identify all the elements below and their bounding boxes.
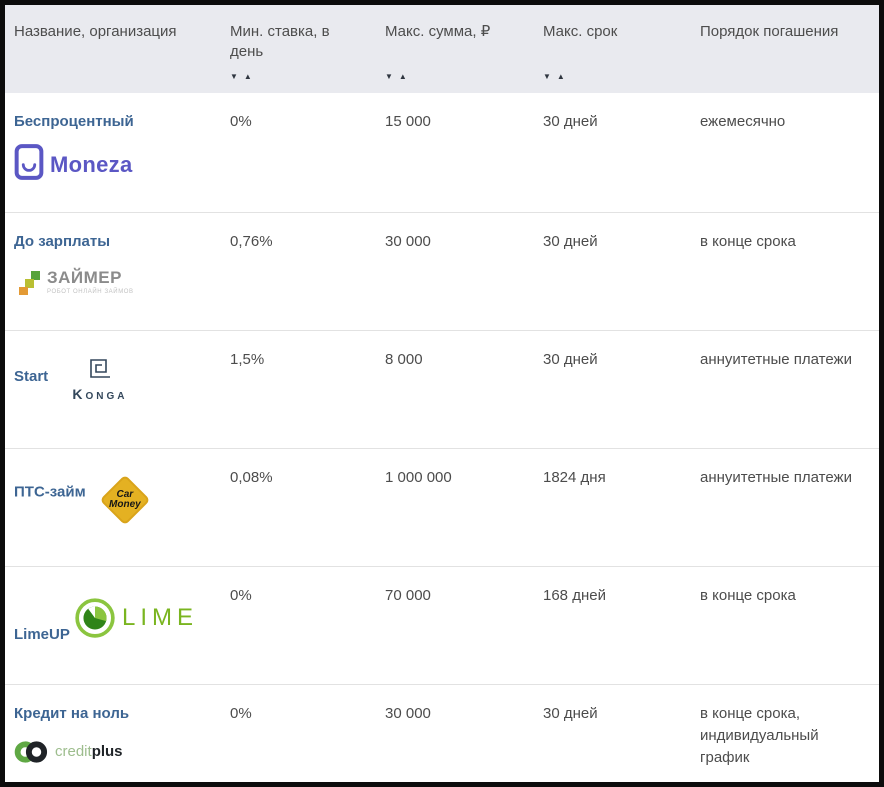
konga-logo-text: Konga xyxy=(72,386,128,402)
table-row: До зарплаты ЗАЙМЕР РОБОТ ОНЛАЙН ЗАЙМОВ 0… xyxy=(5,212,879,330)
table-row: LimeUP LIME 0% 70 000 168 дней в конце с… xyxy=(5,566,879,684)
min-rate-value: 0% xyxy=(230,113,252,130)
offer-link[interactable]: До зарплаты xyxy=(14,233,111,250)
carmoney-line2: Money xyxy=(109,499,141,510)
offer-name-cell: Кредит на ноль creditplus xyxy=(14,685,230,782)
table-row: Start Konga 1,5% 8 000 30 дней аннуитетн… xyxy=(5,330,879,448)
col-header-max-term-label: Макс. срок xyxy=(543,23,618,40)
table-row: ПТС-займ Car Money 0,08% 1 000 000 1824 … xyxy=(5,448,879,566)
max-sum-value: 30 000 xyxy=(385,705,431,722)
creditplus-logo-text: creditplus xyxy=(55,741,123,763)
sort-control-max-sum[interactable]: ▼ ▲ xyxy=(385,73,533,81)
col-header-max-sum-label: Макс. сумма, ₽ xyxy=(385,23,491,40)
col-header-max-sum: Макс. сумма, ₽ ▼ ▲ xyxy=(385,5,543,93)
sort-asc-icon[interactable]: ▲ xyxy=(243,72,252,81)
sort-desc-icon[interactable]: ▼ xyxy=(543,72,551,81)
col-header-name: Название, организация xyxy=(14,5,230,93)
zaymer-blocks-icon xyxy=(19,270,40,295)
min-rate-value: 0% xyxy=(230,705,252,722)
carmoney-logo-text: Car Money xyxy=(109,488,141,511)
table-row: Кредит на ноль creditplus 0% 30 000 30 д… xyxy=(5,684,879,782)
max-term-value: 1824 дня xyxy=(543,469,606,486)
repayment-value: в конце срока xyxy=(700,587,796,604)
konga-spiral-icon xyxy=(90,359,110,378)
lime-circle-icon xyxy=(75,598,115,638)
moneza-logo[interactable]: Moneza xyxy=(14,143,132,181)
max-term-value: 30 дней xyxy=(543,113,598,130)
offer-link[interactable]: Беспроцентный xyxy=(14,113,134,130)
offer-link[interactable]: Кредит на ноль xyxy=(14,705,130,722)
zaymer-logo[interactable]: ЗАЙМЕР РОБОТ ОНЛАЙН ЗАЙМОВ xyxy=(18,269,134,297)
creditplus-plus: plus xyxy=(91,742,123,760)
carmoney-logo[interactable]: Car Money xyxy=(96,471,154,529)
repayment-value: аннуитетные платежи xyxy=(700,351,852,368)
creditplus-credit: credit xyxy=(55,742,92,760)
min-rate-value: 0,08% xyxy=(230,469,273,486)
max-sum-value: 15 000 xyxy=(385,113,431,130)
max-sum-value: 70 000 xyxy=(385,587,431,604)
table-row: Беспроцентный Moneza 0% 15 000 30 дней е… xyxy=(5,93,879,212)
max-term-value: 30 дней xyxy=(543,351,598,368)
offer-link[interactable]: ПТС-займ xyxy=(14,483,86,501)
repayment-value: в конце срока xyxy=(700,233,796,250)
min-rate-value: 0,76% xyxy=(230,233,273,250)
sort-desc-icon[interactable]: ▼ xyxy=(385,72,393,81)
zaymer-logo-text: ЗАЙМЕР РОБОТ ОНЛАЙН ЗАЙМОВ xyxy=(47,269,134,297)
offer-link[interactable]: Start xyxy=(14,368,49,385)
min-rate-value: 0% xyxy=(230,587,252,604)
offer-name-cell: Беспроцентный Moneza xyxy=(14,93,230,212)
lime-logo[interactable]: LIME xyxy=(74,597,198,639)
zaymer-subtitle: РОБОТ ОНЛАЙН ЗАЙМОВ xyxy=(47,288,134,295)
konga-logo[interactable]: Konga xyxy=(72,357,127,404)
repayment-value: ежемесячно xyxy=(700,113,786,130)
offer-name-cell: LimeUP LIME xyxy=(14,567,230,684)
repayment-value: аннуитетные платежи xyxy=(700,469,852,486)
col-header-repayment: Порядок погашения xyxy=(700,5,879,93)
col-header-min-rate-label: Мин. ставка, в день xyxy=(230,23,330,61)
col-header-min-rate: Мин. ставка, в день ▼ ▲ xyxy=(230,5,385,93)
creditplus-logo[interactable]: creditplus xyxy=(14,739,123,765)
table-header: Название, организация Мин. ставка, в ден… xyxy=(5,5,879,93)
offer-name-cell: Start Konga xyxy=(14,331,230,448)
offer-name-cell: ПТС-займ Car Money xyxy=(14,449,230,566)
sort-desc-icon[interactable]: ▼ xyxy=(230,72,238,81)
max-sum-value: 1 000 000 xyxy=(385,469,452,486)
moneza-logo-text: Moneza xyxy=(50,151,133,177)
max-sum-value: 30 000 xyxy=(385,233,431,250)
creditplus-rings-icon xyxy=(14,741,48,763)
col-header-name-label: Название, организация xyxy=(14,23,177,40)
offer-name-cell: До зарплаты ЗАЙМЕР РОБОТ ОНЛАЙН ЗАЙМОВ xyxy=(14,213,230,330)
col-header-max-term: Макс. срок ▼ ▲ xyxy=(543,5,700,93)
sort-control-min-rate[interactable]: ▼ ▲ xyxy=(230,73,375,81)
max-term-value: 168 дней xyxy=(543,587,606,604)
min-rate-value: 1,5% xyxy=(230,351,265,368)
lime-logo-text: LIME xyxy=(122,603,199,631)
moneza-phone-icon xyxy=(14,143,44,180)
max-term-value: 30 дней xyxy=(543,233,598,250)
sort-asc-icon[interactable]: ▲ xyxy=(398,72,407,81)
zaymer-title: ЗАЙМЕР xyxy=(47,267,122,287)
carmoney-line1: Car xyxy=(116,488,134,500)
max-sum-value: 8 000 xyxy=(385,351,423,368)
sort-asc-icon[interactable]: ▲ xyxy=(556,72,565,81)
repayment-value: в конце срока, индивидуальный график xyxy=(700,705,819,766)
col-header-repayment-label: Порядок погашения xyxy=(700,23,839,40)
max-term-value: 30 дней xyxy=(543,705,598,722)
offer-link[interactable]: LimeUP xyxy=(14,626,70,643)
sort-control-max-term[interactable]: ▼ ▲ xyxy=(543,73,690,81)
